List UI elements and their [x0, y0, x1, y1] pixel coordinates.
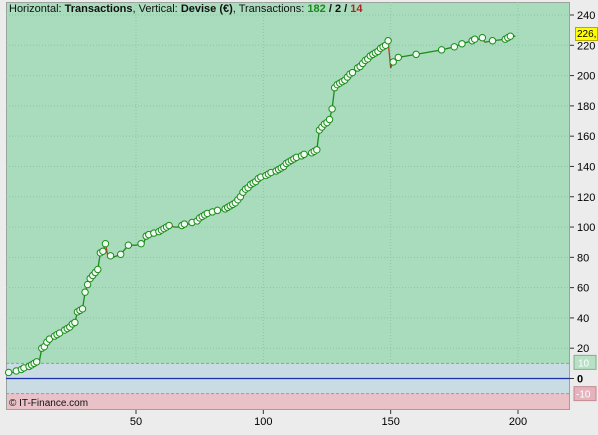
- data-point: [213, 206, 222, 215]
- y-tick-label: 100: [577, 222, 595, 234]
- horizontal-label: Horizontal:: [9, 3, 62, 15]
- band-bottom-box: [573, 386, 597, 402]
- y-tick-label: 140: [577, 161, 595, 173]
- data-point: [137, 240, 145, 248]
- transactions-mid: 2: [334, 3, 342, 15]
- x-tick-label: 150: [381, 416, 399, 428]
- data-point: [4, 368, 13, 377]
- data-point: [165, 221, 173, 230]
- copyright-text: © IT-Finance.com: [9, 398, 89, 409]
- y-tick-label: 240: [577, 10, 595, 22]
- vertical-value: Devise (€): [180, 3, 233, 15]
- transactions-negative: 14: [350, 3, 363, 15]
- data-point: [325, 115, 334, 124]
- data-point: [389, 58, 397, 66]
- y-tick-label: 60: [577, 283, 589, 295]
- data-point: [124, 241, 133, 249]
- data-point: [300, 150, 308, 159]
- data-point: [471, 35, 479, 43]
- band-bottom-label: -10: [576, 390, 591, 401]
- data-point: [328, 105, 336, 113]
- data-point: [488, 37, 497, 45]
- y-tick-label: 160: [577, 131, 595, 143]
- y-tick-label: 80: [577, 252, 589, 264]
- data-point: [81, 288, 89, 296]
- data-point: [450, 43, 459, 51]
- y-tick-label: 220: [577, 40, 595, 52]
- data-point: [348, 68, 357, 77]
- transactions-sep-1: /: [328, 3, 332, 15]
- data-point: [384, 37, 392, 45]
- x-tick-label: 100: [254, 416, 272, 428]
- transactions-label: , Transactions:: [232, 3, 305, 15]
- data-point: [437, 46, 446, 54]
- data-point: [313, 146, 321, 154]
- data-point: [458, 40, 466, 48]
- x-tick-label: 50: [130, 416, 142, 428]
- data-point: [478, 34, 487, 42]
- vertical-label: , Vertical:: [132, 3, 178, 15]
- band-top-box: [573, 354, 597, 370]
- y-tick-label: 20: [577, 343, 589, 355]
- data-point: [83, 280, 92, 289]
- series-segment: [416, 49, 442, 56]
- transactions-total: 182: [307, 3, 326, 15]
- data-point: [71, 318, 79, 327]
- y-tick-label: 120: [577, 192, 595, 204]
- data-point: [94, 265, 102, 274]
- data-point: [99, 247, 107, 255]
- data-point: [78, 305, 87, 313]
- plot-border: [6, 2, 570, 410]
- band-top-label: 10: [578, 358, 590, 369]
- band-negative: [6, 393, 570, 410]
- y-tick-label: 200: [577, 71, 595, 83]
- y-tick-label: 180: [577, 101, 595, 113]
- data-point: [394, 53, 403, 62]
- band-neutral-low: [6, 378, 570, 394]
- y-tick-label: 0: [577, 374, 583, 386]
- data-point: [180, 220, 189, 228]
- data-point: [412, 50, 420, 59]
- data-point: [101, 240, 110, 248]
- data-point: [506, 32, 515, 40]
- data-point: [117, 250, 125, 259]
- band-neutral: [6, 363, 570, 379]
- y-tick-label: 40: [577, 313, 589, 325]
- last-value-label: 226,: [575, 27, 598, 41]
- chart-header: Horizontal: Transactions, Vertical: Devi…: [9, 3, 363, 15]
- plot-area: [6, 2, 570, 410]
- horizontal-value: Transactions: [64, 3, 133, 15]
- data-point: [106, 252, 115, 260]
- x-tick-label: 200: [509, 416, 527, 428]
- data-point: [32, 358, 41, 366]
- transactions-sep-2: /: [344, 3, 348, 15]
